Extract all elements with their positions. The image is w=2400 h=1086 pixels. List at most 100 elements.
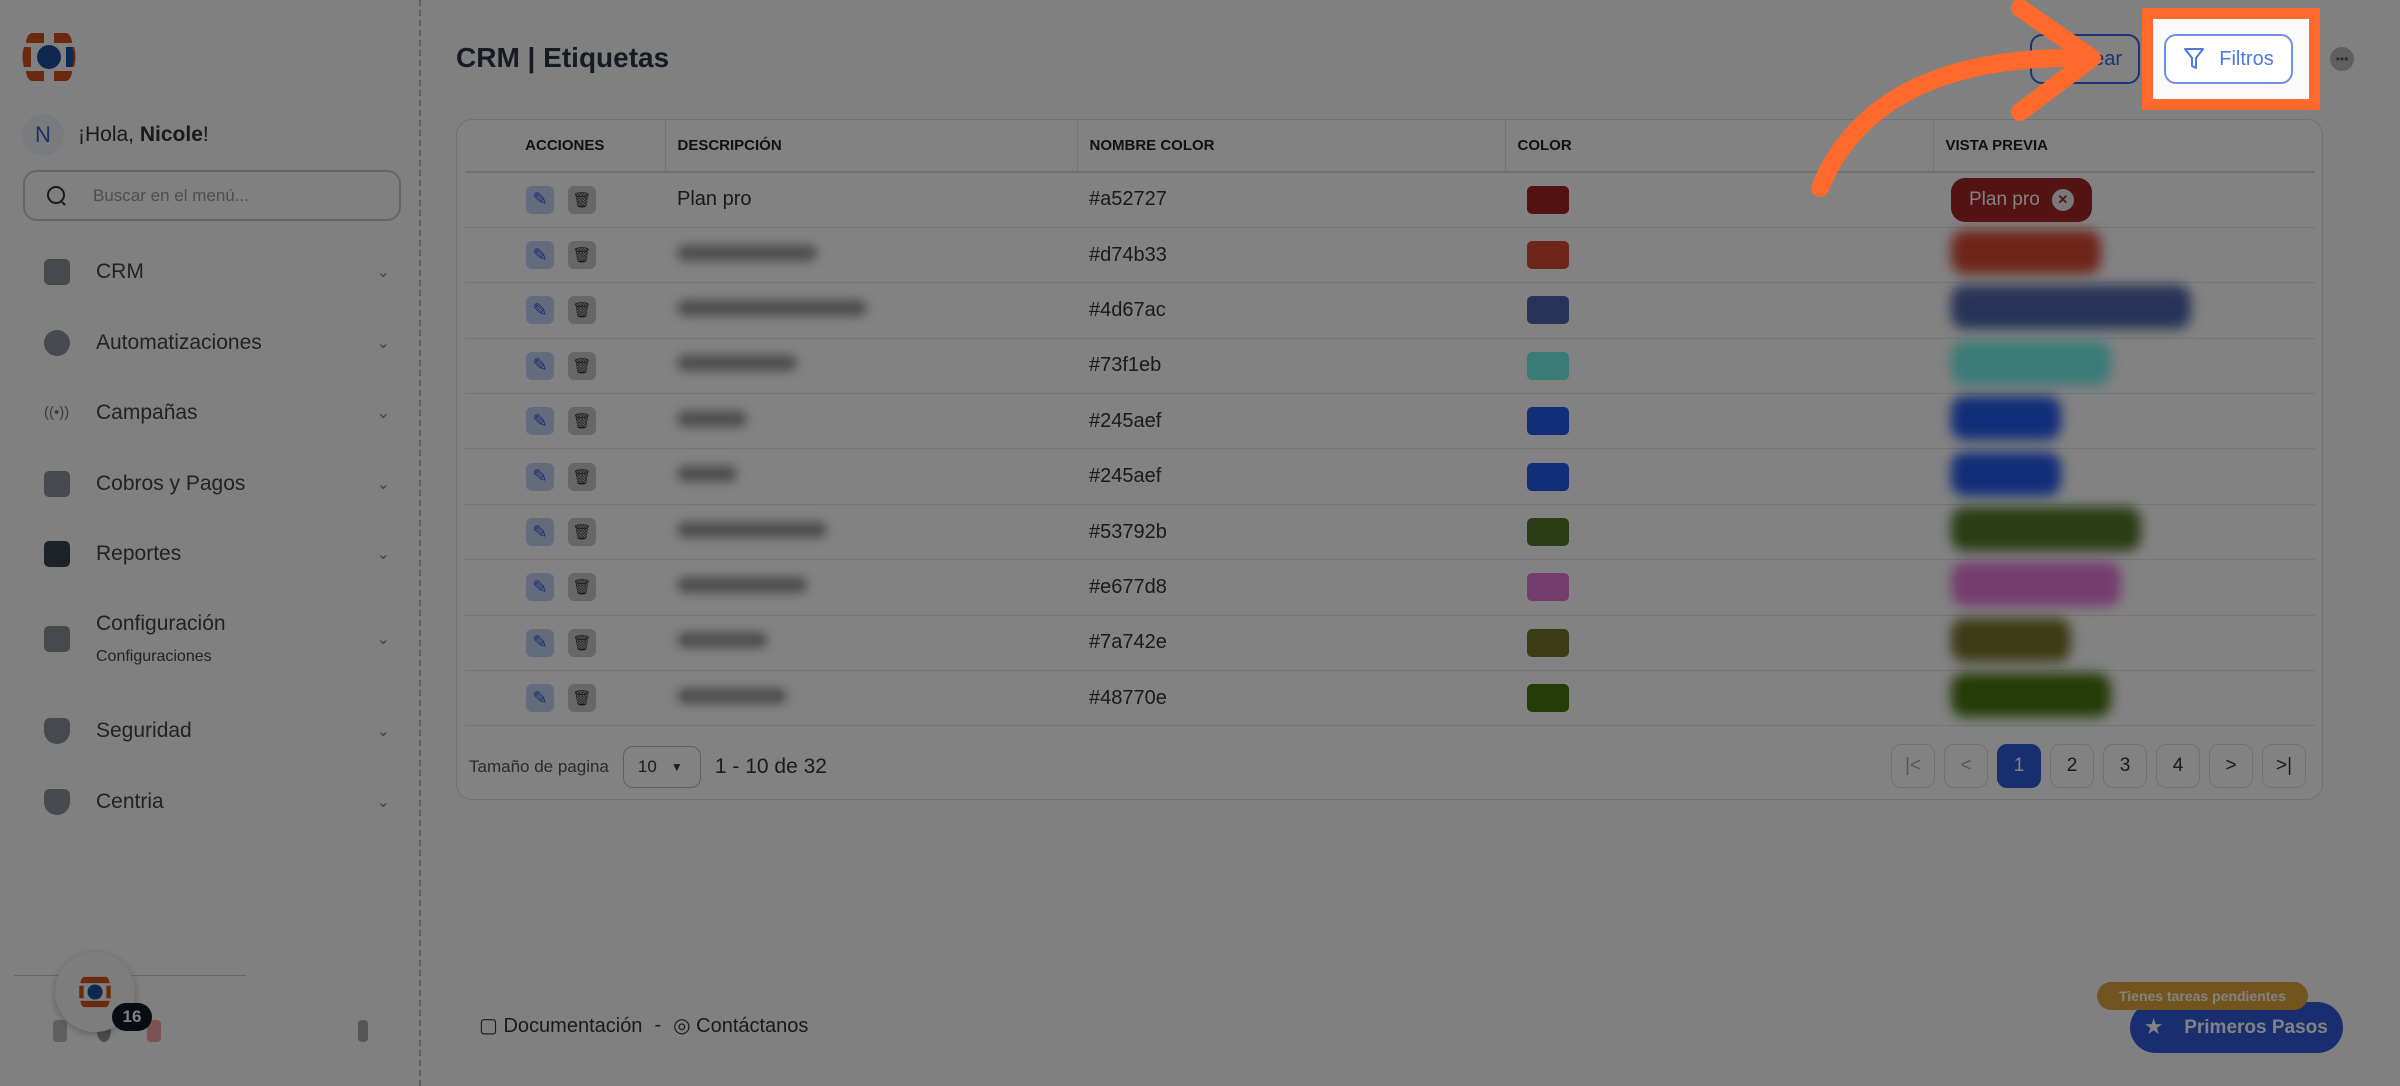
trash-icon[interactable]: 🗑 <box>568 462 596 491</box>
color-cell <box>1505 448 1933 505</box>
table-row: ✎ 🗑 #73f1eb <box>465 338 2315 395</box>
collapse-sidebar-icon[interactable] <box>358 1020 368 1042</box>
bell-icon[interactable] <box>53 1020 67 1042</box>
color-cell <box>1505 338 1933 395</box>
search-input[interactable] <box>93 185 314 206</box>
sidebar-item-label: Automatizaciones <box>96 331 262 354</box>
edit-icon[interactable]: ✎ <box>526 351 554 380</box>
greeting-prefix: ¡Hola, <box>78 123 140 146</box>
trash-icon[interactable]: 🗑 <box>568 296 596 325</box>
sidebar-item-crm[interactable]: CRM ⌄ <box>44 259 390 285</box>
page-1-button[interactable]: 1 <box>1997 744 2041 788</box>
tag-preview <box>1951 285 2191 330</box>
prev-page-button[interactable]: < <box>1944 744 1988 788</box>
tags-table: ACCIONES DESCRIPCIÓN NOMBRE COLOR COLOR … <box>465 120 2315 727</box>
sidebar-item-campanas[interactable]: ((•)) Campañas ⌄ <box>44 400 390 426</box>
tag-description: Plan pro <box>677 188 752 211</box>
page-size-select[interactable]: 10 ▼ <box>622 746 701 788</box>
page-2-button[interactable]: 2 <box>2050 744 2094 788</box>
edit-icon[interactable]: ✎ <box>526 684 554 713</box>
color-swatch <box>1527 684 1569 713</box>
trash-icon[interactable]: 🗑 <box>568 628 596 657</box>
code-file-icon: ▢ <box>479 1015 498 1037</box>
search-icon <box>47 185 66 206</box>
trash-icon[interactable]: 🗑 <box>568 684 596 713</box>
col-descripcion: DESCRIPCIÓN <box>665 120 1078 173</box>
color-swatch <box>1527 518 1569 547</box>
description-cell <box>665 504 1077 561</box>
sidebar-item-automatizaciones[interactable]: Automatizaciones ⌄ <box>44 330 390 356</box>
whatsapp-icon: ◎ <box>673 1015 691 1037</box>
table-row: ✎ 🗑 #245aef <box>465 448 2315 505</box>
color-name-cell: #245aef <box>1077 448 1505 505</box>
trash-icon[interactable]: 🗑 <box>568 351 596 380</box>
last-page-button[interactable]: >| <box>2262 744 2306 788</box>
description-cell <box>665 448 1077 505</box>
first-page-button[interactable]: |< <box>1891 744 1935 788</box>
description-cell <box>665 615 1077 672</box>
sidebar-item-reportes[interactable]: Reportes ⌄ <box>44 541 390 567</box>
logout-icon[interactable] <box>147 1020 161 1042</box>
sidebar-item-label: Cobros y Pagos <box>96 472 246 495</box>
page-3-button[interactable]: 3 <box>2103 744 2147 788</box>
actions-cell: ✎ 🗑 <box>465 282 665 339</box>
sidebar-item-seguridad[interactable]: Seguridad ⌄ <box>44 718 390 744</box>
edit-icon[interactable]: ✎ <box>526 407 554 436</box>
color-swatch <box>1527 628 1569 657</box>
sidebar-item-configuracion[interactable]: Configuración Configuraciones ⌄ <box>44 612 390 666</box>
color-cell <box>1505 393 1933 450</box>
tag-preview <box>1951 451 2061 496</box>
preview-cell <box>1933 559 2315 616</box>
chevron-down-icon: ⌄ <box>376 264 390 281</box>
contact-link[interactable]: ◎ Contáctanos <box>673 1013 808 1038</box>
sidebar-item-cobros-pagos[interactable]: Cobros y Pagos ⌄ <box>44 471 390 497</box>
tag-preview <box>1951 673 2111 718</box>
table-row: ✎ 🗑 #7a742e <box>465 615 2315 672</box>
first-steps-button[interactable]: ★ Primeros Pasos <box>2130 1002 2343 1053</box>
avatar: N <box>22 114 64 156</box>
edit-icon[interactable]: ✎ <box>526 628 554 657</box>
more-options-icon[interactable]: ••• <box>2330 47 2354 71</box>
pagination: |< < 1 2 3 4 > >| <box>1891 744 2306 788</box>
color-cell <box>1505 559 1933 616</box>
tags-table-card: ACCIONES DESCRIPCIÓN NOMBRE COLOR COLOR … <box>456 119 2323 800</box>
description-cell: Plan pro <box>665 172 1077 228</box>
color-swatch <box>1527 185 1569 214</box>
caret-down-icon: ▼ <box>670 760 683 774</box>
trash-icon[interactable]: 🗑 <box>568 185 596 214</box>
col-nombre-color: NOMBRE COLOR <box>1077 120 1506 173</box>
chevron-down-icon: ⌄ <box>376 723 390 740</box>
docs-label: Documentación <box>503 1015 643 1037</box>
sidebar-subitem-configuraciones[interactable]: Configuraciones <box>96 648 212 665</box>
trash-icon[interactable]: 🗑 <box>568 518 596 547</box>
edit-icon[interactable]: ✎ <box>526 296 554 325</box>
blurred-description <box>677 521 827 538</box>
color-swatch <box>1527 296 1569 325</box>
sidebar-item-centria[interactable]: Centria ⌄ <box>44 789 390 815</box>
docs-link[interactable]: ▢ Documentación <box>479 1013 642 1038</box>
card-icon <box>44 541 70 567</box>
filters-button[interactable]: Filtros <box>2164 34 2293 84</box>
shield-icon <box>44 718 70 744</box>
funnel-icon <box>2184 48 2205 69</box>
chevron-down-icon: ⌄ <box>376 794 390 811</box>
edit-icon[interactable]: ✎ <box>526 462 554 491</box>
edit-icon[interactable]: ✎ <box>526 185 554 214</box>
edit-icon[interactable]: ✎ <box>526 573 554 602</box>
color-swatch <box>1527 573 1569 602</box>
trash-icon[interactable]: 🗑 <box>568 407 596 436</box>
blurred-description <box>677 632 767 649</box>
edit-icon[interactable]: ✎ <box>526 241 554 270</box>
menu-search[interactable] <box>23 170 401 221</box>
preview-cell <box>1933 615 2315 672</box>
table-row: ✎ 🗑 #53792b <box>465 504 2315 561</box>
trash-icon[interactable]: 🗑 <box>568 573 596 602</box>
edit-icon[interactable]: ✎ <box>526 518 554 547</box>
blurred-description <box>677 466 737 483</box>
actions-cell: ✎ 🗑 <box>465 227 665 284</box>
color-name-cell: #245aef <box>1077 393 1505 450</box>
description-cell <box>665 338 1077 395</box>
next-page-button[interactable]: > <box>2209 744 2253 788</box>
trash-icon[interactable]: 🗑 <box>568 241 596 270</box>
page-4-button[interactable]: 4 <box>2156 744 2200 788</box>
